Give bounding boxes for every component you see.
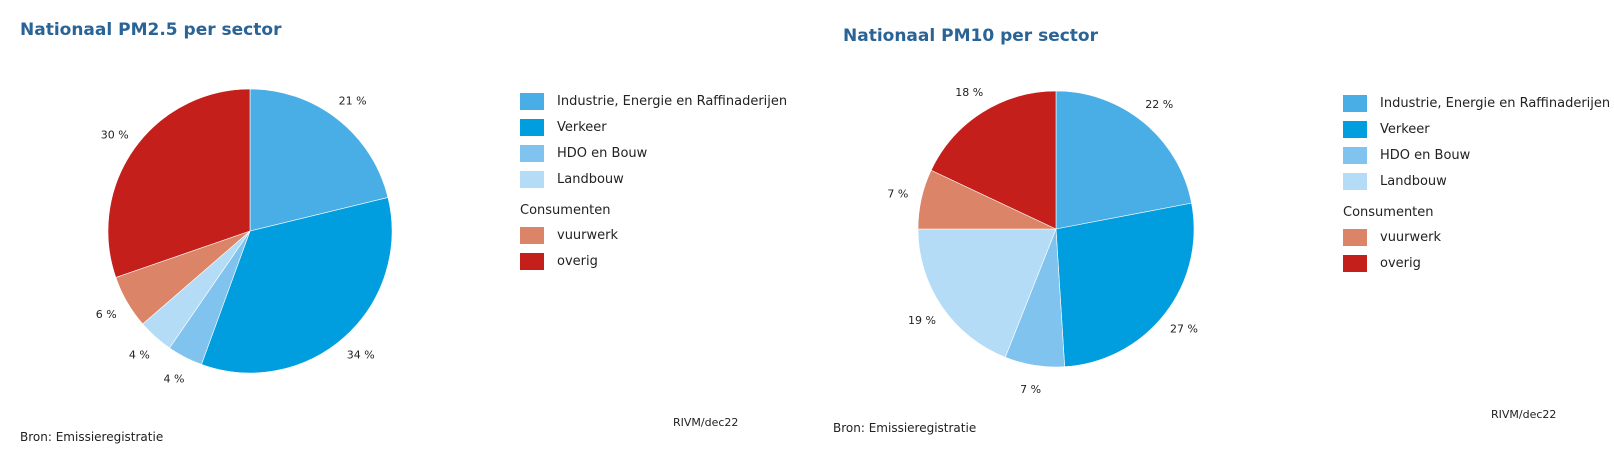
legend-label: vuurwerk	[1380, 229, 1442, 245]
legend-label: Industrie, Energie en Raffinaderijen	[557, 93, 788, 109]
slice-value-label: 7 %	[887, 188, 908, 201]
legend-swatch	[520, 252, 544, 270]
pie-slice-3	[917, 228, 1057, 358]
legend-item-vuurwerk: vuurwerk	[1343, 224, 1610, 250]
chart-panel-pm25: Nationaal PM2.5 per sector 21 % 34 % 4 % 4 …	[20, 20, 787, 444]
pie-slice-0	[1055, 90, 1192, 230]
legend-label: overig	[1380, 255, 1421, 271]
credit-label: RIVM/dec22	[673, 416, 739, 429]
pie-slice-5	[930, 90, 1057, 230]
chart-title: Nationaal PM10 per sector	[843, 26, 1098, 46]
legend-item-vuurwerk: vuurwerk	[520, 222, 787, 248]
slice-value-label: 6 %	[96, 308, 117, 321]
credit-label: RIVM/dec22	[1491, 408, 1557, 421]
source-label: Bron: Emissieregistratie	[20, 430, 164, 444]
slice-value-label: 4 %	[163, 373, 184, 386]
legend-item-overig: overig	[520, 248, 787, 274]
slice-value-label: 22 %	[1145, 98, 1173, 111]
legend-label: Industrie, Energie en Raffinaderijen	[1380, 95, 1611, 111]
legend-label: Landbouw	[1380, 173, 1447, 189]
legend-label: HDO en Bouw	[557, 145, 648, 161]
slice-value-label: 19 %	[908, 314, 936, 327]
source-label: Bron: Emissieregistratie	[833, 421, 977, 435]
slice-value-label: 34 %	[347, 349, 375, 362]
legend-swatch	[520, 144, 544, 162]
legend: Industrie, Energie en Raffinaderijen Ver…	[520, 88, 787, 274]
slice-value-label: 27 %	[1170, 322, 1198, 335]
legend-item-verkeer: Verkeer	[520, 114, 787, 140]
pie-slice-0	[249, 88, 389, 232]
legend-item-landbouw: Landbouw	[520, 166, 787, 192]
slice-value-label: 30 %	[101, 129, 129, 142]
legend-swatch	[1343, 172, 1367, 190]
pie-chart: 22 % 27 % 7 % 19 % 7 % 18 %	[887, 86, 1198, 396]
legend-item-verkeer: Verkeer	[1343, 116, 1610, 142]
legend-swatch	[1343, 120, 1367, 138]
legend-item-overig: overig	[1343, 250, 1610, 276]
chart-title: Nationaal PM2.5 per sector	[20, 20, 282, 40]
legend-label: Verkeer	[557, 119, 607, 135]
legend: Industrie, Energie en Raffinaderijen Ver…	[1343, 90, 1610, 276]
slice-value-label: 21 %	[339, 95, 367, 108]
legend-swatch	[520, 92, 544, 110]
pie-chart: 21 % 34 % 4 % 4 % 6 % 30 %	[96, 88, 393, 386]
legend-item-hdo-bouw: HDO en Bouw	[1343, 142, 1610, 168]
legend-swatch	[1343, 254, 1367, 272]
pie-slice-1	[201, 197, 393, 374]
slice-value-label: 4 %	[129, 349, 150, 362]
legend-heading: Consumenten	[1343, 204, 1434, 220]
legend-label: Verkeer	[1380, 121, 1430, 137]
pie-slice-1	[1055, 202, 1195, 368]
legend-swatch	[520, 226, 544, 244]
legend-item-landbouw: Landbouw	[1343, 168, 1610, 194]
slice-value-label: 7 %	[1020, 383, 1041, 396]
legend-swatch	[1343, 228, 1367, 246]
legend-item-industrie: Industrie, Energie en Raffinaderijen	[1343, 90, 1610, 116]
legend-swatch	[520, 118, 544, 136]
legend-swatch	[1343, 146, 1367, 164]
legend-label: HDO en Bouw	[1380, 147, 1471, 163]
legend-heading: Consumenten	[520, 202, 611, 218]
slice-value-label: 18 %	[955, 86, 983, 99]
legend-label: overig	[557, 253, 598, 269]
legend-swatch	[1343, 94, 1367, 112]
legend-swatch	[520, 170, 544, 188]
pie-slice-5	[107, 88, 251, 278]
legend-label: Landbouw	[557, 171, 624, 187]
legend-item-industrie: Industrie, Energie en Raffinaderijen	[520, 88, 787, 114]
legend-item-hdo-bouw: HDO en Bouw	[520, 140, 787, 166]
legend-label: vuurwerk	[557, 227, 619, 243]
chart-panel-pm10: Nationaal PM10 per sector 22 % 27 % 7 % 19 …	[833, 0, 1614, 466]
